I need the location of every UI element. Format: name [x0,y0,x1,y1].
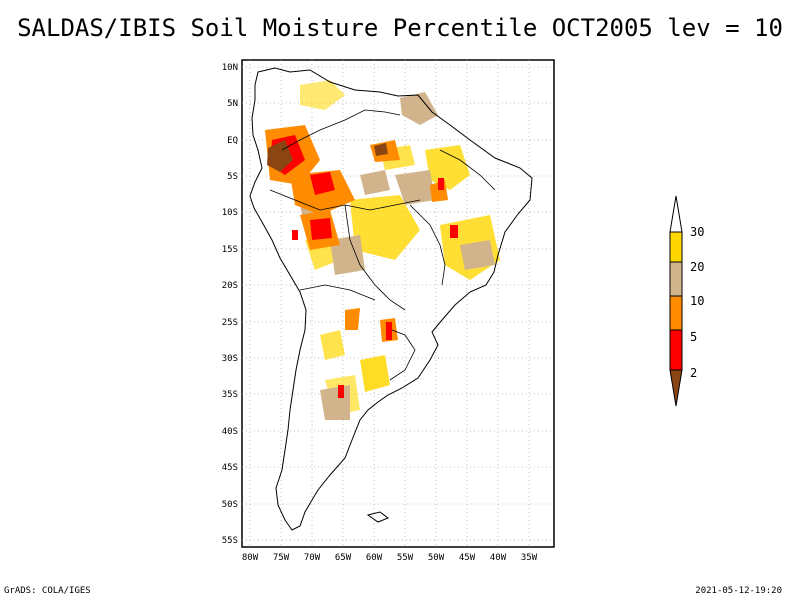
lon-label: 65W [335,553,352,563]
lat-label: 5N [227,99,238,109]
lon-label: 80W [242,553,259,563]
shaded-regions [265,80,500,420]
legend-label: 10 [690,294,704,308]
legend-top-arrow [669,195,683,233]
lon-label: 75W [273,553,290,563]
footer-timestamp: 2021-05-12-19:20 [695,586,782,596]
legend-swatch-30 [669,231,683,263]
lat-label: 35S [222,390,238,400]
country-borders [269,109,496,381]
lon-label: 35W [521,553,538,563]
lon-label: 50W [428,553,445,563]
lon-label: 45W [459,553,476,563]
falkland-islands [366,511,390,523]
legend-label: 2 [690,366,697,380]
lon-label: 70W [304,553,321,563]
lat-label: 20S [222,281,238,291]
lat-axis-labels: 10N 5N EQ 5S 10S 15S 20S 25S 30S 35S 40S… [222,63,238,546]
lat-label: 30S [222,354,238,364]
lat-label: 10S [222,208,238,218]
lat-label: 10N [222,63,238,73]
lat-label: 40S [222,427,238,437]
chart-title: SALDAS/IBIS Soil Moisture Percentile OCT… [17,14,783,42]
grid-lines [242,60,554,547]
lon-axis-labels: 80W 75W 70W 65W 60W 55W 50W 45W 40W 35W [242,553,538,563]
map-frame [241,59,555,548]
legend-label: 5 [690,330,697,344]
lat-label: EQ [227,136,238,146]
footer-credit: GrADS: COLA/IGES [4,586,91,596]
lat-label: 15S [222,245,238,255]
lon-label: 60W [366,553,383,563]
lat-label: 55S [222,536,238,546]
color-legend: 2 5 10 20 30 [669,195,704,407]
legend-swatch-5 [669,329,683,371]
lat-label: 25S [222,318,238,328]
lat-label: 50S [222,500,238,510]
legend-label: 30 [690,225,704,239]
legend-swatch-20 [669,261,683,297]
legend-swatch-10 [669,295,683,331]
lon-label: 40W [490,553,507,563]
legend-bottom-arrow [669,369,683,407]
legend-label: 20 [690,260,704,274]
south-america-outline [249,67,533,531]
lat-label: 45S [222,463,238,473]
lon-label: 55W [397,553,414,563]
lat-label: 5S [227,172,238,182]
